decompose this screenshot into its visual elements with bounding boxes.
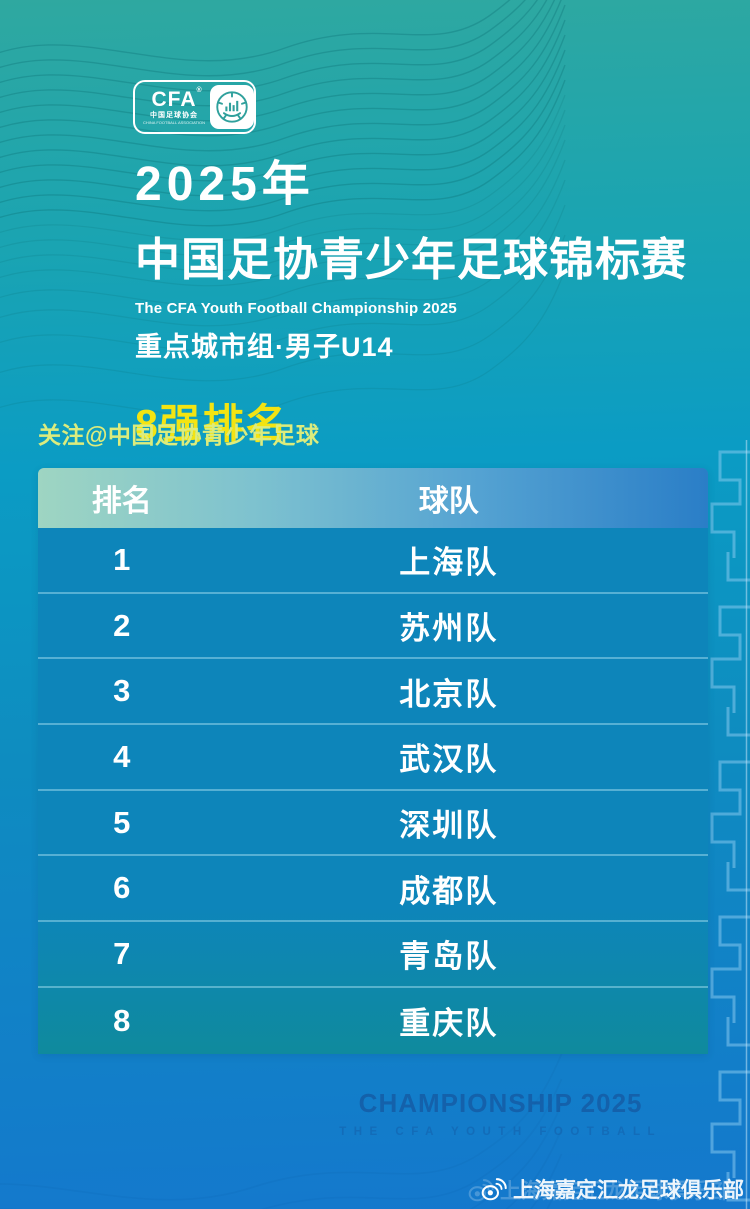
table-row: 4 武汉队 xyxy=(38,725,708,791)
rank-value: 5 xyxy=(113,804,131,840)
year-line: 2025年 xyxy=(135,158,315,211)
football-emblem-icon xyxy=(210,85,255,129)
table-row: 5 深圳队 xyxy=(38,791,708,857)
section-title-top8: 8强排名 xyxy=(135,401,289,447)
cfa-logo-english-name: CHINA FOOTBALL ASSOCIATION xyxy=(143,119,206,125)
table-row: 2 苏州队 xyxy=(38,594,708,660)
championship-wordmark: CHAMPIONSHIP 2025 xyxy=(358,1088,643,1118)
weibo-icon xyxy=(481,1178,507,1201)
watermark-text: 上海嘉定汇龙足球俱乐部 xyxy=(513,1179,744,1202)
championship-subline: THE CFA YOUTH FOOTBALL xyxy=(339,1126,662,1138)
weibo-watermark: 上海嘉定汇龙足球俱乐部 xyxy=(481,1174,744,1204)
cfa-logo: CFA ® 中国足球协会 CHINA FOOTBALL ASSOCIATION xyxy=(133,80,256,134)
cfa-logo-acronym: CFA xyxy=(151,88,197,112)
rank-value: 8 xyxy=(113,1002,131,1038)
table-body: 1 上海队 2 苏州队 3 北京队 4 武汉队 5 深圳队 6 成都队 xyxy=(38,528,708,1054)
ranking-table: 排名 球队 1 上海队 2 苏州队 3 北京队 4 武汉队 5 深圳队 xyxy=(38,468,708,1054)
rank-value: 3 xyxy=(113,673,131,709)
rank-value: 7 xyxy=(113,935,131,971)
page-title: 中国足协青少年足球锦标赛 xyxy=(135,234,688,285)
table-row: 3 北京队 xyxy=(38,659,708,726)
rank-value: 2 xyxy=(113,607,131,643)
cfa-logo-chinese-name: 中国足球协会 xyxy=(150,112,198,120)
follow-account-line: 关注@中国足协青少年足球 xyxy=(38,422,320,448)
team-name: 北京队 xyxy=(399,676,499,712)
group-category-line: 重点城市组·男子U14 xyxy=(135,332,394,362)
rank-value: 1 xyxy=(113,541,131,577)
team-name: 武汉队 xyxy=(399,742,499,778)
team-name: 苏州队 xyxy=(399,611,499,647)
team-name: 青岛队 xyxy=(399,939,499,975)
table-row: 6 成都队 xyxy=(38,856,708,923)
rank-value: 4 xyxy=(113,738,131,774)
team-name: 深圳队 xyxy=(399,808,499,844)
column-header-team: 球队 xyxy=(418,485,479,518)
team-name: 上海队 xyxy=(399,545,499,581)
subtitle-english: The CFA Youth Football Championship 2025 xyxy=(135,300,457,317)
title-block: 2025年 中国足协青少年足球锦标赛 The CFA Youth Footbal… xyxy=(135,144,687,450)
cfa-logo-text: CFA ® 中国足球协会 CHINA FOOTBALL ASSOCIATION xyxy=(143,87,206,125)
table-row: 8 重庆队 xyxy=(38,988,708,1054)
registered-mark: ® xyxy=(196,87,203,95)
table-row: 7 青岛队 xyxy=(38,922,708,988)
table-header-row: 排名 球队 xyxy=(38,468,708,528)
column-header-rank: 排名 xyxy=(91,485,152,518)
rank-value: 6 xyxy=(113,870,131,906)
footer-championship-block: CHAMPIONSHIP 2025 THE CFA YOUTH FOOTBALL xyxy=(339,1088,662,1138)
team-name: 重庆队 xyxy=(399,1006,499,1042)
team-name: 成都队 xyxy=(399,873,499,909)
table-row: 1 上海队 xyxy=(38,528,708,594)
